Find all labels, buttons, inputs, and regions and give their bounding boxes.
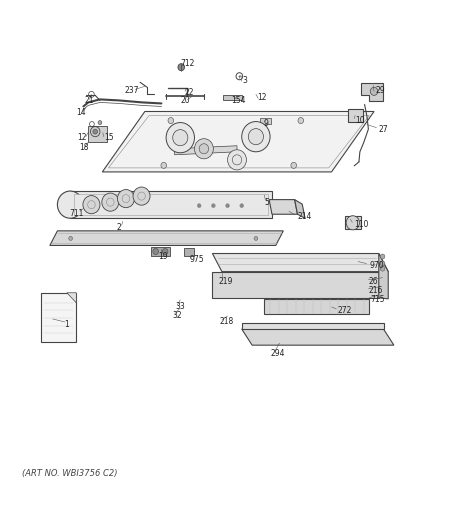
Circle shape [102, 193, 119, 211]
Text: 1: 1 [64, 320, 69, 329]
Circle shape [153, 248, 158, 255]
Text: 18: 18 [80, 143, 89, 152]
Circle shape [168, 118, 173, 124]
Text: 27: 27 [379, 125, 388, 134]
Text: 12: 12 [257, 93, 267, 102]
Text: 219: 219 [218, 277, 232, 286]
Circle shape [248, 129, 264, 145]
Text: 32: 32 [173, 312, 182, 321]
Polygon shape [174, 146, 237, 155]
Polygon shape [74, 194, 268, 215]
Text: 294: 294 [270, 349, 284, 358]
Circle shape [380, 266, 385, 271]
Text: 19: 19 [158, 252, 168, 261]
Polygon shape [361, 83, 383, 102]
Circle shape [346, 216, 359, 230]
Polygon shape [212, 254, 388, 272]
Circle shape [298, 118, 304, 124]
Circle shape [133, 187, 150, 205]
Polygon shape [269, 199, 298, 214]
Text: 26: 26 [368, 277, 378, 286]
Circle shape [226, 204, 229, 208]
Circle shape [161, 162, 166, 168]
Circle shape [69, 236, 73, 240]
Polygon shape [70, 191, 272, 218]
Text: 216: 216 [368, 286, 383, 295]
Text: 214: 214 [298, 212, 312, 221]
Text: 711: 711 [70, 209, 84, 218]
Polygon shape [260, 118, 271, 124]
Polygon shape [348, 110, 363, 122]
Circle shape [242, 122, 270, 152]
Circle shape [194, 139, 213, 159]
Circle shape [178, 64, 184, 71]
Text: 29: 29 [375, 86, 384, 95]
Polygon shape [50, 231, 283, 245]
Polygon shape [242, 329, 394, 345]
Circle shape [83, 195, 100, 214]
Text: 33: 33 [175, 302, 185, 312]
Circle shape [57, 191, 83, 218]
Text: 272: 272 [337, 307, 352, 316]
Text: 218: 218 [220, 318, 234, 327]
Text: 9: 9 [264, 119, 269, 128]
Polygon shape [184, 248, 194, 256]
Polygon shape [295, 199, 305, 218]
Circle shape [240, 204, 244, 208]
Polygon shape [345, 216, 361, 229]
Circle shape [211, 204, 215, 208]
Text: 970: 970 [369, 261, 384, 270]
Text: 154: 154 [231, 96, 246, 105]
Polygon shape [67, 293, 76, 303]
Text: 10: 10 [355, 116, 365, 125]
Circle shape [228, 150, 246, 170]
Text: 20: 20 [180, 96, 190, 105]
Text: 712: 712 [180, 59, 195, 68]
Text: 21: 21 [85, 96, 94, 105]
Polygon shape [264, 299, 369, 314]
Text: 12: 12 [77, 133, 87, 142]
Circle shape [199, 144, 209, 154]
Text: 2: 2 [117, 223, 122, 232]
Text: 3: 3 [243, 76, 247, 85]
Polygon shape [242, 323, 383, 329]
Text: 22: 22 [184, 88, 193, 97]
Text: 15: 15 [104, 133, 113, 142]
Circle shape [197, 204, 201, 208]
Text: 237: 237 [125, 86, 139, 95]
Text: 110: 110 [354, 220, 369, 229]
Circle shape [162, 248, 168, 255]
Text: 5: 5 [264, 197, 269, 207]
Polygon shape [223, 95, 242, 100]
Circle shape [98, 121, 102, 125]
Circle shape [118, 189, 135, 208]
Polygon shape [88, 126, 107, 142]
Text: 14: 14 [76, 109, 86, 118]
Circle shape [291, 162, 297, 168]
Polygon shape [102, 112, 374, 172]
Polygon shape [379, 254, 388, 299]
Circle shape [254, 236, 258, 240]
Circle shape [370, 87, 378, 95]
Text: (ART NO. WBI3756 C2): (ART NO. WBI3756 C2) [22, 469, 118, 478]
Text: 715: 715 [370, 295, 385, 305]
Polygon shape [212, 272, 379, 298]
Circle shape [380, 261, 385, 266]
Circle shape [380, 254, 385, 259]
Polygon shape [109, 116, 369, 168]
Polygon shape [151, 247, 170, 256]
Circle shape [166, 123, 194, 153]
Text: 975: 975 [190, 255, 204, 264]
Polygon shape [41, 293, 76, 342]
Circle shape [173, 130, 188, 146]
Circle shape [93, 129, 98, 134]
